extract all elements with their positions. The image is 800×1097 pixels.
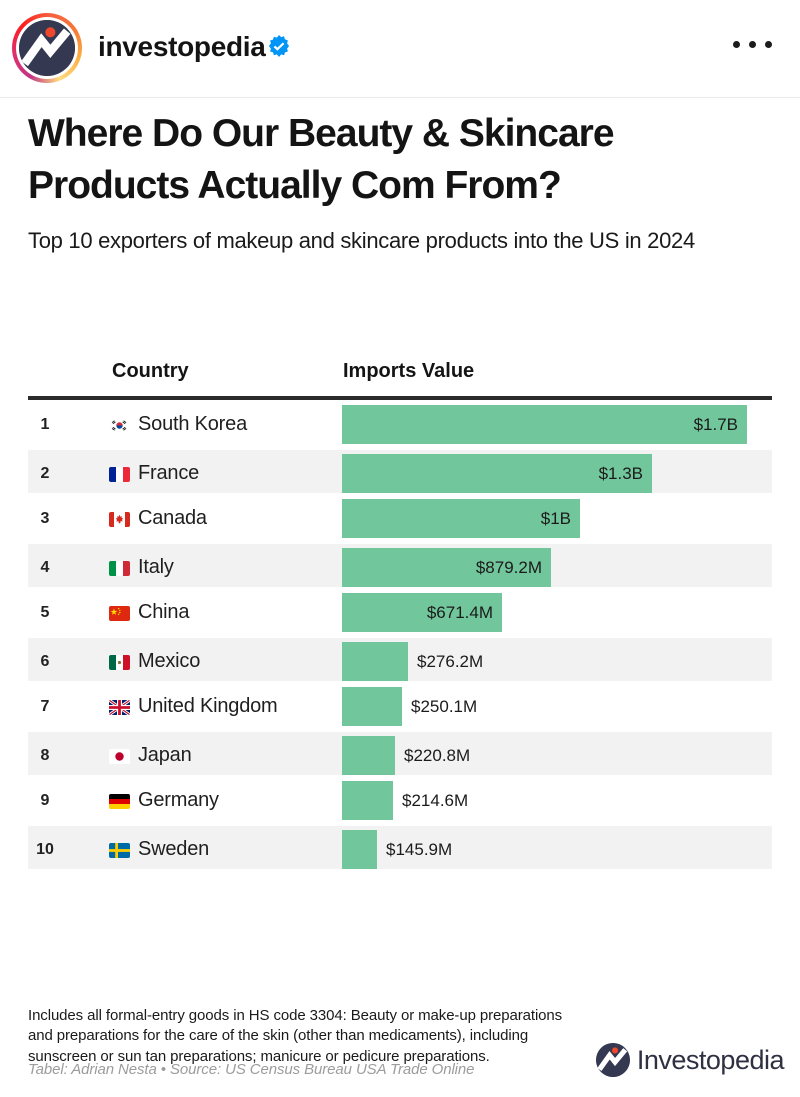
investopedia-logo-icon <box>19 20 75 76</box>
table-header-rule <box>28 396 772 400</box>
flag-china-icon <box>108 605 130 621</box>
country-label: Italy <box>138 556 174 578</box>
rank-label: 4 <box>40 558 50 576</box>
value-label: $879.2M <box>475 557 542 577</box>
table-row: 7 United Kingdom $250.1M <box>28 683 772 730</box>
value-label: $1.7B <box>693 414 738 434</box>
dot-icon <box>749 41 756 48</box>
rank-label: 9 <box>40 791 50 809</box>
country-label: United Kingdom <box>138 695 278 717</box>
value-label: $220.8M <box>404 745 471 765</box>
value-bar <box>342 830 377 869</box>
investopedia-logo-icon <box>595 1043 630 1077</box>
value-label: $1B <box>540 508 571 528</box>
value-bar: $671.4M <box>342 593 502 632</box>
flag-sweden-icon <box>108 842 130 858</box>
table-row: 1 South Korea $1.7B <box>28 401 772 448</box>
rank-label: 2 <box>40 464 50 482</box>
chart-title: Where Do Our Beauty & Skincare Products … <box>28 112 615 208</box>
rank-label: 6 <box>40 652 50 670</box>
table-row: 6 Mexico $276.2M <box>28 636 772 683</box>
flag-south-korea-icon <box>108 417 130 433</box>
table-row: 9 Germany $214.6M <box>28 777 772 824</box>
flag-mexico-icon <box>108 654 130 670</box>
rank-label: 7 <box>40 697 50 715</box>
value-label: $276.2M <box>417 651 484 671</box>
value-bar: $1.3B <box>342 454 652 493</box>
value-bar: $1B <box>342 499 580 538</box>
value-bar: $1.7B <box>342 405 747 444</box>
value-bar <box>342 687 402 726</box>
table-row: 5 China $671.4M <box>28 589 772 636</box>
table-row: 2 France $1.3B <box>28 448 772 495</box>
value-label: $250.1M <box>411 696 478 716</box>
flag-united-kingdom-icon <box>108 699 130 715</box>
more-options-button[interactable] <box>733 41 772 48</box>
column-header-country: Country <box>112 360 189 382</box>
avatar-ring-gap <box>16 17 78 79</box>
rank-label: 5 <box>40 603 50 621</box>
value-bar: $879.2M <box>342 548 551 587</box>
dot-icon <box>733 41 740 48</box>
country-label: China <box>138 601 190 623</box>
credit-line: Tabel: Adrian Nesta • Source: US Census … <box>28 1061 475 1078</box>
value-label: $671.4M <box>426 602 493 622</box>
value-label: $145.9M <box>386 839 453 859</box>
value-label: $214.6M <box>402 790 469 810</box>
value-bar <box>342 642 408 681</box>
table-row: 3 Canada $1B <box>28 495 772 542</box>
value-bar <box>342 736 395 775</box>
flag-japan-icon <box>108 748 130 764</box>
country-label: South Korea <box>138 413 247 435</box>
country-label: Canada <box>138 507 207 529</box>
flag-france-icon <box>108 466 130 482</box>
value-bar <box>342 781 393 820</box>
table-row: 10 Sweden $145.9M <box>28 824 772 871</box>
value-label: $1.3B <box>598 463 643 483</box>
flag-germany-icon <box>108 793 130 809</box>
country-label: Germany <box>138 789 219 811</box>
rank-label: 1 <box>40 415 50 433</box>
brand-logo: Investopedia <box>595 1043 785 1077</box>
footnote: Includes all formal-entry goods in HS co… <box>28 1007 563 1065</box>
table-row: 8 Japan $220.8M <box>28 730 772 777</box>
bar-table: 1 South Korea $1.7B 2 France $1.3B 3 Can… <box>28 401 772 871</box>
flag-italy-icon <box>108 560 130 576</box>
column-header-imports-value: Imports Value <box>343 360 475 382</box>
avatar[interactable] <box>12 13 82 83</box>
country-label: Japan <box>138 744 192 766</box>
rank-label: 10 <box>36 840 54 858</box>
country-label: Sweden <box>138 838 210 860</box>
chart-subtitle: Top 10 exporters of makeup and skincare … <box>28 228 695 253</box>
verified-badge-icon <box>268 35 290 57</box>
rank-label: 3 <box>40 509 50 527</box>
country-label: Mexico <box>138 650 201 672</box>
post-header: investopedia <box>0 0 800 98</box>
rank-label: 8 <box>40 746 50 764</box>
country-label: France <box>138 462 200 484</box>
table-row: 4 Italy $879.2M <box>28 542 772 589</box>
dot-icon <box>765 41 772 48</box>
username[interactable]: investopedia <box>98 31 266 62</box>
flag-canada-icon <box>108 511 130 527</box>
brand-wordmark: Investopedia <box>636 1044 785 1075</box>
